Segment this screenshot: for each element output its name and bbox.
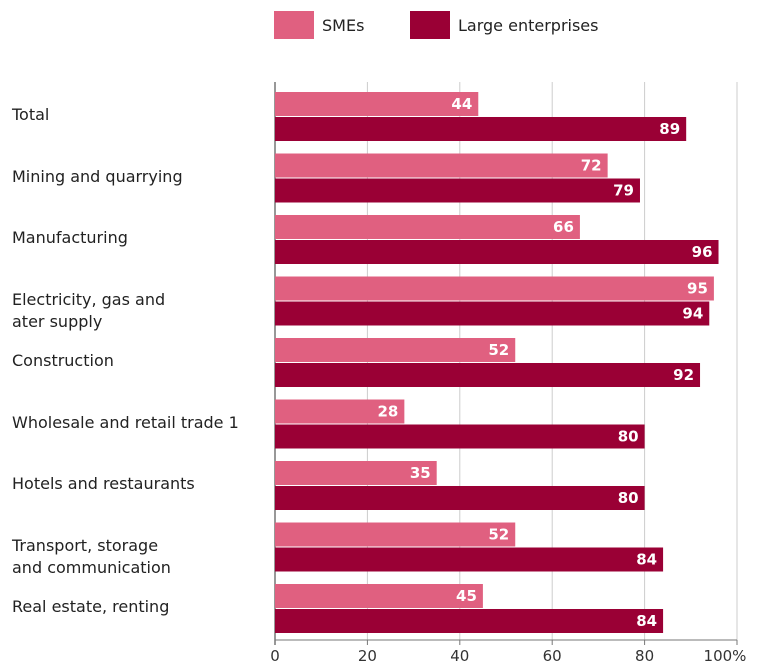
data-label-smes-5: 28 — [377, 403, 398, 421]
data-label-smes-2: 66 — [553, 218, 574, 236]
category-label-2: Manufacturing — [12, 228, 128, 247]
data-label-smes-1: 72 — [581, 157, 602, 175]
bar-smes-0 — [275, 92, 479, 116]
legend-swatch-smes — [274, 11, 314, 39]
data-label-smes-7: 52 — [488, 526, 509, 544]
category-label-8: Real estate, renting — [12, 597, 170, 616]
legend-label-large: Large enterprises — [458, 15, 599, 35]
bar-large-1 — [275, 178, 640, 203]
legend-swatch-large — [410, 11, 450, 39]
legend-label-smes: SMEs — [322, 15, 365, 35]
bar-smes-4 — [275, 338, 516, 362]
category-label-4: Construction — [12, 351, 114, 370]
data-label-smes-4: 52 — [488, 341, 509, 359]
data-label-large-0: 89 — [659, 120, 680, 138]
bar-large-0 — [275, 117, 687, 141]
x-tick-label-60: 60 — [543, 647, 562, 663]
category-label-1: Mining and quarrying — [12, 166, 183, 186]
data-label-large-2: 96 — [692, 243, 713, 261]
bar-smes-1 — [275, 153, 608, 178]
data-label-large-4: 92 — [673, 366, 694, 384]
bar-large-2 — [275, 240, 719, 264]
category-label-6: Hotels and restaurants — [12, 474, 195, 493]
x-tick-label-40: 40 — [450, 647, 469, 663]
bar-large-6 — [275, 486, 645, 510]
data-label-large-8: 84 — [636, 612, 657, 630]
bar-large-3 — [275, 301, 710, 326]
category-label-0: Total — [12, 105, 50, 124]
legend-item-large: Large enterprises — [410, 10, 598, 40]
category-label-3: Electricity, gas and ater supply — [12, 289, 166, 331]
bar-smes-6 — [275, 461, 437, 485]
category-label-7: Transport, storage and communication — [12, 535, 171, 577]
bar-smes-3 — [275, 276, 714, 301]
bar-large-4 — [275, 363, 701, 387]
bar-smes-8 — [275, 584, 483, 608]
x-tick-label-80: 80 — [635, 647, 654, 663]
data-label-smes-8: 45 — [456, 587, 477, 605]
x-tick-label-20: 20 — [358, 647, 377, 663]
bar-smes-5 — [275, 399, 405, 424]
x-tick-label-100: 100% — [704, 647, 747, 663]
bar-smes-7 — [275, 522, 516, 547]
bar-smes-2 — [275, 215, 580, 239]
legend-item-smes: SMEs — [274, 10, 364, 40]
data-label-smes-0: 44 — [451, 95, 472, 113]
data-label-smes-6: 35 — [410, 464, 431, 482]
category-label-5: Wholesale and retail trade 1 — [12, 412, 239, 432]
data-label-smes-3: 95 — [687, 280, 708, 298]
data-label-large-7: 84 — [636, 551, 657, 569]
data-label-large-6: 80 — [618, 489, 639, 507]
data-label-large-5: 80 — [618, 428, 639, 446]
bar-large-7 — [275, 547, 664, 572]
x-tick-label-0: 0 — [270, 647, 280, 663]
data-label-large-3: 94 — [682, 305, 703, 323]
bar-large-8 — [275, 609, 664, 633]
data-label-large-1: 79 — [613, 182, 634, 200]
bar-large-5 — [275, 424, 645, 449]
